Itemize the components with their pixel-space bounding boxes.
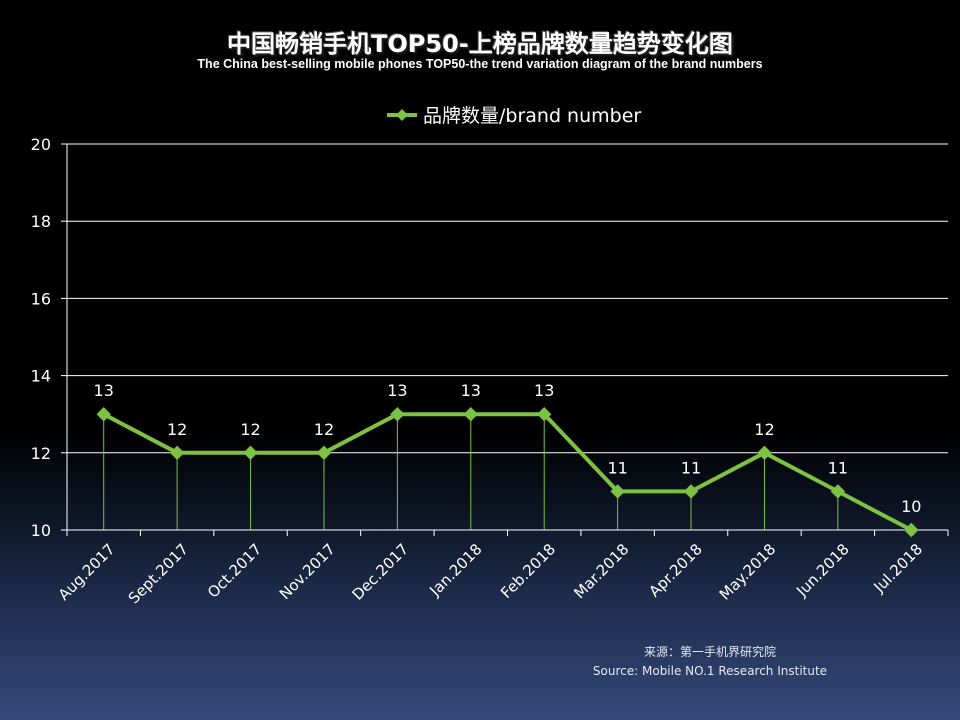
y-tick-label: 20 <box>31 135 51 154</box>
data-point <box>169 445 185 461</box>
data-label: 12 <box>754 420 774 439</box>
legend-marker <box>396 109 408 121</box>
y-tick-label: 10 <box>31 521 51 540</box>
x-tick-labels: Aug.2017 Sept.2017 Oct.2017 Nov.2017 Dec.201… <box>55 540 926 607</box>
x-tick-label: May.2018 <box>716 540 780 604</box>
x-tick-label: Sept.2017 <box>125 540 192 607</box>
x-tick-label: Feb.2018 <box>497 540 559 602</box>
data-label: 13 <box>461 381 481 400</box>
grid-lines <box>67 143 948 531</box>
data-point <box>463 406 478 422</box>
chart-title: 中国畅销手机TOP50-上榜品牌数量趋势变化图 <box>227 30 733 58</box>
x-tick-label: Jun.2018 <box>792 540 852 600</box>
x-tick-label: Apr.2018 <box>645 540 705 600</box>
y-tick-label: 12 <box>31 444 51 463</box>
axes <box>61 143 949 536</box>
data-label: 10 <box>901 497 921 516</box>
legend: 品牌数量/brand number <box>387 105 641 127</box>
data-label: 13 <box>387 381 407 400</box>
data-point <box>830 484 846 499</box>
y-tick-label: 16 <box>31 289 51 308</box>
data-label: 11 <box>607 458 627 477</box>
data-label: 11 <box>681 458 701 477</box>
x-tick-label: Dec.2017 <box>349 540 413 604</box>
x-tick-label: Jul.2018 <box>870 540 927 597</box>
y-tick-label: 14 <box>31 367 51 386</box>
data-label: 12 <box>240 420 260 439</box>
data-point <box>316 445 332 461</box>
series-polyline <box>102 412 913 532</box>
data-label: 12 <box>314 420 334 439</box>
x-tick-label: Oct.2017 <box>204 540 265 601</box>
data-point <box>390 406 405 422</box>
data-point <box>537 406 552 422</box>
data-label: 13 <box>94 381 114 400</box>
data-point <box>96 406 111 422</box>
data-label: 11 <box>828 458 848 477</box>
x-tick-label: Aug.2017 <box>55 540 119 604</box>
drop-lines <box>103 414 839 530</box>
series-points <box>96 406 919 538</box>
y-tick-label: 18 <box>31 212 51 231</box>
source-note: 来源：第一手机界研究院 Source: Mobile NO.1 Research… <box>560 643 860 681</box>
data-label: 13 <box>534 381 554 400</box>
data-point <box>757 445 772 461</box>
data-point <box>243 445 258 461</box>
data-label: 12 <box>167 420 187 439</box>
data-point <box>610 484 625 499</box>
series-line <box>102 412 913 532</box>
x-tick-label: Jan.2018 <box>425 540 485 600</box>
source-en: Source: Mobile NO.1 Research Institute <box>592 664 828 678</box>
legend-label: 品牌数量/brand number <box>423 105 641 127</box>
data-labels: 13 12 12 12 13 13 13 11 11 12 11 10 <box>94 381 922 516</box>
x-tick-label: Mar.2018 <box>570 540 632 602</box>
y-tick-labels: 10 12 14 16 18 20 <box>31 135 51 540</box>
source-cn: 来源：第一手机界研究院 <box>643 645 776 659</box>
data-point <box>904 522 919 538</box>
chart-subtitle: The China best-selling mobile phones TOP… <box>197 57 763 71</box>
x-tick-label: Nov.2017 <box>276 540 339 603</box>
data-point <box>683 484 699 499</box>
